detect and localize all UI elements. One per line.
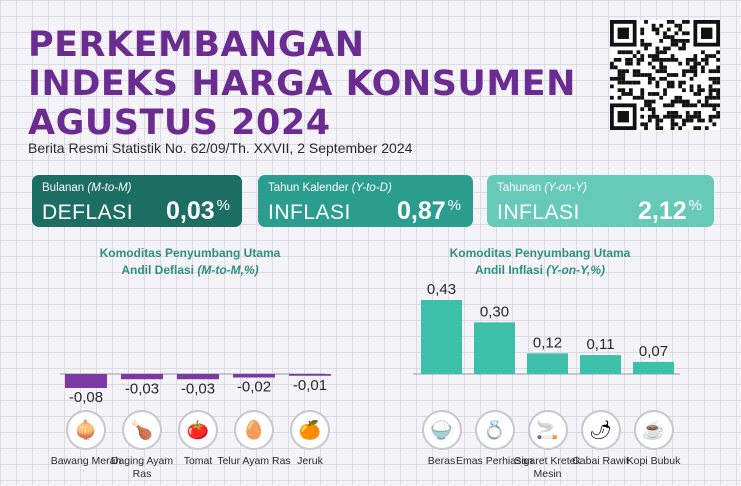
yoy-card-unit: % [688,197,702,214]
monthly-card: Bulanan (M-to-M) DEFLASI 0,03% [32,175,242,227]
ytd-card-unit: % [447,197,461,214]
deflation-value-label: -0,02 [237,379,271,396]
deflation-chart-title-line2: Andil Deflasi [121,263,195,277]
qr-code-icon[interactable] [610,20,720,130]
deflation-chart-title: Komoditas Penyumbang Utama Andil Deflasi… [60,245,320,279]
category-label: Emas Perhiasan [455,455,534,467]
ytd-card: Tahun Kalender (Y-to-D) INFLASI 0,87% [258,175,473,227]
title-line-3: AGUSTUS 2024 [28,103,331,143]
monthly-card-unit: % [216,197,230,214]
yoy-card-kind: INFLASI [497,201,580,224]
category-label: Beras [427,455,456,467]
inflation-value-label: 0,12 [533,334,562,351]
yoy-card-value: 2,12 [637,197,687,225]
ytd-card-value: 0,87 [396,197,446,225]
monthly-card-value: 0,03 [165,197,215,225]
jewelry-icon: 💍 [474,410,515,450]
yoy-card-label: Tahunan [497,182,542,194]
inflation-bar [527,353,568,374]
deflation-bar [65,374,107,388]
inflation-chart-title-unit: (Y-on-Y,%) [546,263,606,277]
coffee-icon: ☕ [633,410,674,450]
deflation-value-label: -0,01 [293,377,327,394]
deflation-bar [121,374,163,380]
deflation-value-label: -0,03 [181,380,215,397]
title-line-1: PERKEMBANGAN [28,25,365,65]
orange-icon: 🍊 [290,410,330,450]
category-label: Daging Ayam Ras [110,455,174,480]
inflation-value-label: 0,07 [639,343,668,360]
inflation-chart-title: Komoditas Penyumbang Utama Andil Inflasi… [410,245,670,279]
deflation-value-label: -0,08 [69,389,103,406]
deflation-chart-title-unit: (M-to-M,%) [197,263,259,277]
category-label: Bawang Merah [50,455,122,467]
chicken-icon: 🍗 [122,410,162,450]
onion-icon: 🧅 [66,410,106,450]
monthly-card-label: Bulanan [42,182,85,194]
title-line-2: INDEKS HARGA KONSUMEN [28,64,576,104]
inflation-bar [633,361,674,374]
deflation-bar [289,374,331,376]
deflation-value-label: -0,03 [125,380,159,397]
category-label: Sigaret Kretek Mesin [514,455,581,480]
ytd-card-label: Tahun Kalender [268,182,349,194]
inflation-value-label: 0,11 [586,336,614,353]
egg-basket-icon: 🥚 [234,410,274,450]
inflation-value-label: 0,43 [427,281,456,298]
cigarette-icon: 🚬 [527,410,568,450]
inflation-value-label: 0,30 [480,303,509,320]
ytd-card-kind: INFLASI [268,201,351,224]
deflation-bar [177,374,219,380]
inflation-bar [474,322,515,374]
inflation-chart-title-line1: Komoditas Penyumbang Utama [449,246,631,260]
monthly-card-label-period: (M-to-M) [87,182,132,194]
category-label: Kopi Bubuk [626,455,681,467]
tomato-icon: 🍅 [178,410,218,450]
chili-icon: 🌶 [580,410,621,450]
category-label: Cabai Rawit [572,455,629,467]
monthly-card-kind: DEFLASI [42,201,134,224]
rice-bowl-icon: 🍚 [421,410,462,450]
page-title: PERKEMBANGAN INDEKS HARGA KONSUMEN AGUST… [28,26,576,143]
inflation-bar [580,355,621,374]
deflation-bar [233,374,275,378]
category-label: Telur Ayam Ras [217,455,291,467]
category-label: Tomat [183,455,213,467]
subtitle: Berita Resmi Statistik No. 62/09/Th. XXV… [28,140,413,156]
ytd-card-label-period: (Y-to-D) [351,182,392,194]
category-label: Jeruk [297,455,323,467]
deflation-chart-title-line1: Komoditas Penyumbang Utama [99,246,281,260]
inflation-bar [421,300,462,374]
yoy-card-label-period: (Y-on-Y) [544,182,587,194]
inflation-chart-title-line2: Andil Inflasi [474,263,543,277]
yoy-card: Tahunan (Y-on-Y) INFLASI 2,12% [487,175,714,227]
